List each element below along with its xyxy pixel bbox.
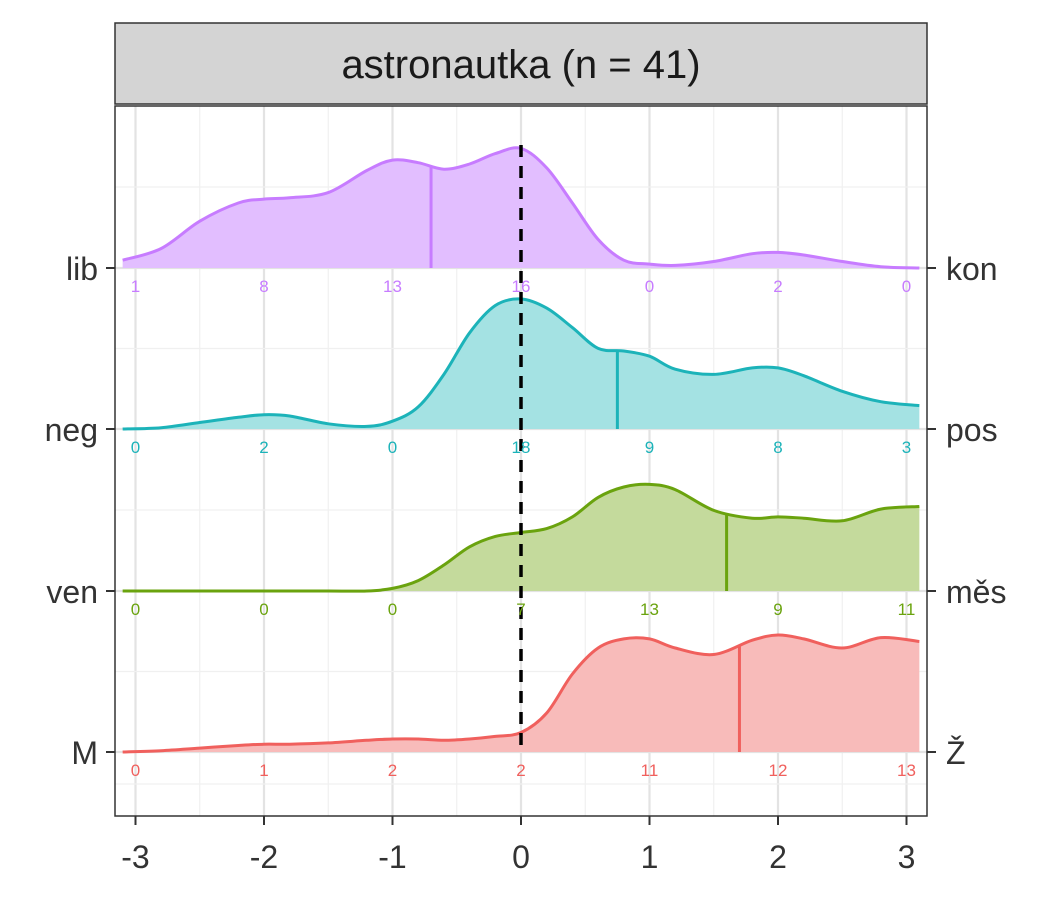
count-label: 9 — [645, 438, 654, 457]
x-tick-label: 2 — [769, 839, 787, 875]
ridge-area-M — [122, 634, 920, 752]
facet-title: astronautka (n = 41) — [341, 43, 700, 87]
count-label: 18 — [512, 438, 531, 457]
ridge-area-lib — [122, 147, 920, 268]
y-label-right: měs — [946, 574, 1006, 610]
count-label: 1 — [131, 277, 140, 296]
count-label: 13 — [897, 761, 916, 780]
facet-strip-background — [114, 22, 928, 105]
y-label-right: Ž — [946, 735, 966, 771]
y-label-left: ven — [46, 574, 98, 610]
ridge-area-ven — [122, 484, 920, 592]
count-label: 11 — [641, 761, 659, 780]
y-label-left: lib — [66, 251, 98, 287]
count-label: 16 — [512, 277, 531, 296]
y-label-right: kon — [946, 251, 998, 287]
count-label: 13 — [640, 600, 659, 619]
count-label: 0 — [131, 761, 140, 780]
count-label: 13 — [383, 277, 402, 296]
count-label: 11 — [898, 600, 916, 619]
count-label: 8 — [259, 277, 268, 296]
count-labels: 1 8 13 16 0 2 00 2 0 18 9 8 30 0 0 7 13 9 110 1 2 2 11 12 13 — [131, 277, 916, 780]
ridge-M — [122, 633, 920, 754]
facet-strip: astronautka (n = 41) — [114, 22, 928, 105]
y-label-right: pos — [946, 412, 998, 448]
x-tick-label: 3 — [898, 839, 916, 875]
x-tick-label: 0 — [512, 839, 530, 875]
ridge-line-M — [122, 633, 920, 754]
y-label-left: neg — [45, 412, 98, 448]
x-axis: -3 -2 -1 0 1 2 3 — [121, 816, 915, 875]
count-label: 0 — [131, 600, 140, 619]
count-label: 7 — [516, 600, 525, 619]
count-label: 2 — [773, 277, 782, 296]
x-tick-label: -1 — [378, 839, 406, 875]
count-label: 0 — [388, 438, 397, 457]
x-tick-label: -3 — [121, 839, 149, 875]
count-label: 1 — [259, 761, 268, 780]
count-label: 2 — [388, 761, 397, 780]
count-label: 0 — [645, 277, 654, 296]
count-label: 0 — [388, 600, 397, 619]
count-label: 0 — [259, 600, 268, 619]
x-tick-label: 1 — [641, 839, 659, 875]
x-tick-label: -2 — [250, 839, 278, 875]
count-label: 2 — [516, 761, 525, 780]
y-axes: lib kon neg pos ven měs M Ž — [45, 251, 1007, 771]
count-label: 9 — [773, 600, 782, 619]
count-label: 2 — [259, 438, 268, 457]
count-label: 12 — [769, 761, 788, 780]
count-label: 0 — [902, 277, 911, 296]
y-label-left: M — [71, 735, 98, 771]
count-label: 0 — [131, 438, 140, 457]
count-label: 3 — [902, 438, 911, 457]
count-label: 8 — [773, 438, 782, 457]
